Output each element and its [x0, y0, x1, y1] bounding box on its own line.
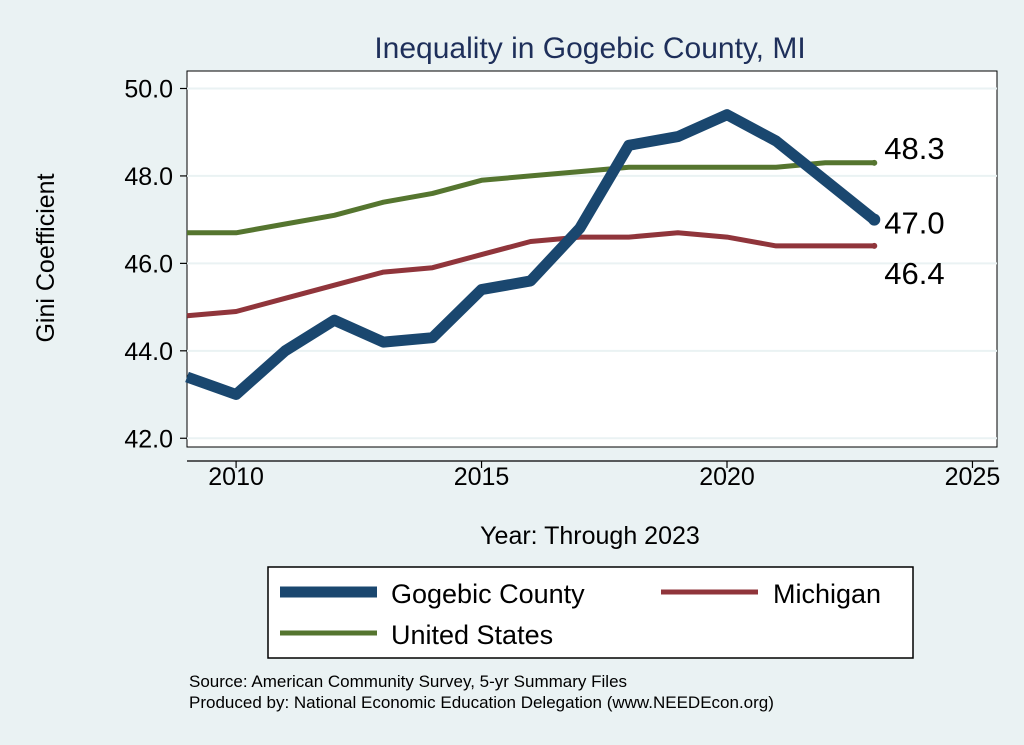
series-lines: [185, 109, 881, 400]
end-label-michigan: 46.4: [884, 256, 944, 291]
series-end-point-michigan: [871, 242, 878, 249]
x-axis-title: Year: Through 2023: [480, 522, 700, 550]
gridlines: [187, 87, 997, 440]
chart-title: Inequality in Gogebic County, MI: [374, 32, 805, 65]
legend-label-michigan: Michigan: [773, 579, 881, 609]
series-end-point-united-states: [871, 159, 878, 166]
legend-box: [267, 566, 914, 659]
plot-area: [186, 70, 998, 448]
x-tick-label: 2010: [208, 463, 264, 491]
y-tick-label: 42.0: [124, 425, 173, 453]
x-tick-label: 2025: [945, 463, 1001, 491]
legend: Gogebic County Michigan United States: [267, 566, 914, 659]
produced-by-line: Produced by: National Economic Education…: [189, 693, 774, 712]
y-axis-title: Gini Coefficient: [32, 173, 60, 342]
x-tick-label: 2020: [699, 463, 755, 491]
y-tick-label: 46.0: [124, 250, 173, 278]
y-tick-label: 50.0: [124, 75, 173, 103]
end-label-gogebic-county: 47.0: [884, 206, 944, 241]
y-tick-labels: 42.0 44.0 46.0 48.0 50.0: [124, 75, 173, 453]
legend-label-united-states: United States: [391, 620, 553, 650]
x-tick-label: 2015: [454, 463, 510, 491]
axes: [180, 87, 994, 468]
series-end-point-gogebic-county: [868, 213, 881, 226]
end-label-united-states: 48.3: [884, 131, 944, 166]
end-value-labels: 47.0 46.4 48.3: [884, 131, 944, 291]
series-line-gogebic-county: [185, 109, 878, 400]
legend-label-gogebic-county: Gogebic County: [391, 579, 585, 609]
y-tick-label: 48.0: [124, 163, 173, 191]
series-line-united-states: [187, 160, 875, 236]
y-tick-label: 44.0: [124, 338, 173, 366]
source-line: Source: American Community Survey, 5-yr …: [189, 672, 627, 691]
series-line-michigan: [186, 230, 875, 319]
x-tick-labels: 2010 2015 2020 2025: [208, 463, 1000, 491]
